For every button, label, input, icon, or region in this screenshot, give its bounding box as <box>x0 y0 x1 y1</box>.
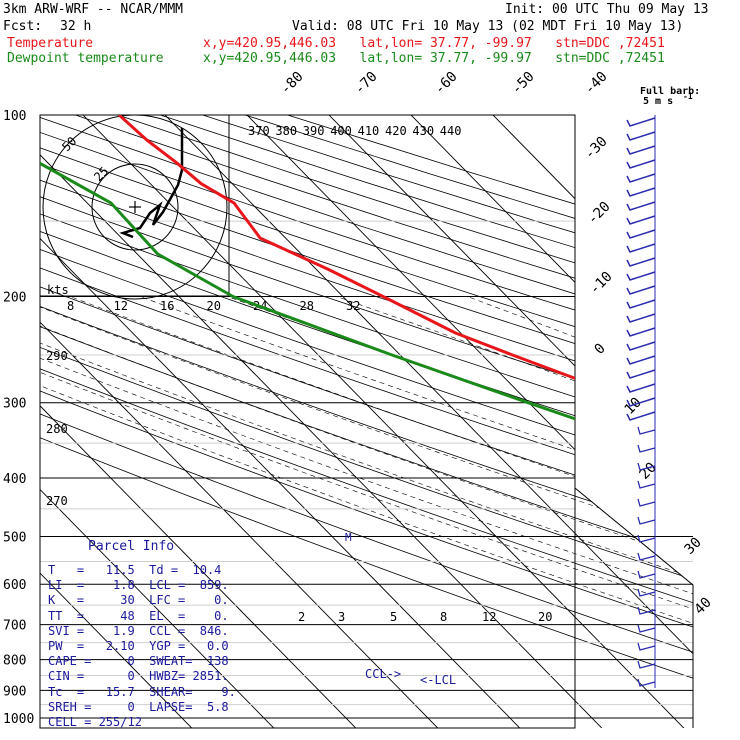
hodo-unit-label: kts <box>47 283 69 297</box>
parcel-info-title: Parcel Info <box>88 539 175 554</box>
parcel-info-row: TT = 48 EL = 0. <box>48 608 229 623</box>
parcel-info-row: CIN = 0 HWBZ= 2851. <box>48 669 229 684</box>
pressure-label-800: 800 <box>3 654 26 669</box>
theta-e-label-7: 440 <box>440 124 462 138</box>
pressure-label-400: 400 <box>3 472 26 487</box>
isotherm-label-12: -80 <box>278 69 307 98</box>
lcl-marker: <-LCL <box>420 673 456 687</box>
theta-label-1: 280 <box>46 422 68 436</box>
dewpoint-legend-label: Dewpoint temperature <box>7 51 164 66</box>
theta-label-0: 290 <box>46 349 68 363</box>
theta-e-label-1: 380 <box>275 124 297 138</box>
mixing-ratio-label-1: 3 <box>338 610 345 624</box>
barb-legend-superscript: -1 <box>683 92 693 101</box>
pressure-label-100: 100 <box>3 109 26 124</box>
isotherm-label-11: -70 <box>352 69 381 98</box>
pressure-label-600: 600 <box>3 578 26 593</box>
isotherm-label-10: -60 <box>432 69 461 98</box>
parcel-info-row: LI = 1.8 LCL = 859. <box>48 578 229 593</box>
dewpoint-profile <box>40 161 575 421</box>
theta-e-label-3: 400 <box>330 124 352 138</box>
temperature-profile <box>118 115 575 380</box>
forecast-hour: 32 h <box>60 19 92 34</box>
pressure-label-700: 700 <box>3 619 26 634</box>
barb-legend-line2: 5 m s <box>643 96 673 107</box>
isotherm-label-3: 10 <box>622 395 645 418</box>
temperature-location-info: x,y=420.95,446.03 lat,lon= 37.77, -99.97… <box>203 36 665 51</box>
parcel-info-row: CAPE = 0 SWEAT= 138 <box>48 654 229 669</box>
temperature-legend-label: Temperature <box>7 36 94 51</box>
mixing-ratio-label-0: 2 <box>298 610 305 624</box>
isotherm-label-5: -10 <box>587 269 616 298</box>
parcel-info-row: SVI = 1.9 CCL = 846. <box>48 623 229 638</box>
isotherm-label-2: 20 <box>637 460 660 483</box>
theta-e-label-6: 430 <box>412 124 434 138</box>
upper-scale-label-1: 12 <box>114 299 128 313</box>
init-time: Init: 00 UTC Thu 09 May 13 <box>505 2 709 17</box>
isotherm-label-7: -30 <box>582 134 611 163</box>
mixing-ratio-label-2: 5 <box>390 610 397 624</box>
pressure-label-200: 200 <box>3 291 26 306</box>
parcel-info-row: SREH = 0 LAPSE= 5.8 <box>48 699 229 714</box>
upper-scale-label-2: 16 <box>160 299 174 313</box>
forecast-label: Fcst: <box>3 19 43 34</box>
mixing-ratio-label-4: 12 <box>482 610 496 624</box>
parcel-info-row: T = 11.5 Td = 10.4 <box>48 563 222 577</box>
hodograph-trace <box>119 128 184 239</box>
m-marker: M <box>345 531 352 544</box>
isotherm-label-0: 40 <box>692 595 715 618</box>
barb-legend-line1: Full barb: <box>640 86 700 97</box>
mixing-ratio-label-5: 20 <box>538 610 552 624</box>
chart-header: 3km ARW-WRF -- NCAR/MMM Init: 00 UTC Thu… <box>0 0 740 70</box>
ccl-marker: CCL-> <box>365 667 401 681</box>
upper-scale-label-0: 8 <box>67 299 74 313</box>
isotherm-label-6: -20 <box>585 199 614 228</box>
parcel-info-row: K = 30 LFC = 0. <box>48 593 229 608</box>
dewpoint-location-info: x,y=420.95,446.03 lat,lon= 37.77, -99.97… <box>203 51 665 66</box>
isotherm-label-8: -40 <box>582 69 611 98</box>
valid-time: Valid: 08 UTC Fri 10 May 13 (02 MDT Fri … <box>292 19 684 34</box>
mixing-ratio-label-3: 8 <box>440 610 447 624</box>
parcel-info-row: Tc = 15.7 SHEAR= 9. <box>48 684 236 699</box>
parcel-info-panel: Parcel Info T = 11.5 Td = 10.4 LI = 1.8 L… <box>40 537 236 729</box>
parcel-info-row: PW = 2.10 YGP = 0.0 <box>48 639 229 653</box>
theta-e-label-5: 420 <box>385 124 407 138</box>
isotherm-label-9: -50 <box>509 69 538 98</box>
pressure-label-1000: 1000 <box>3 712 34 727</box>
parcel-info-row: CELL = 255/12 <box>48 715 142 729</box>
pressure-label-900: 900 <box>3 684 26 699</box>
model-title: 3km ARW-WRF -- NCAR/MMM <box>3 2 184 17</box>
isotherm-label-1: 30 <box>682 535 705 558</box>
pressure-label-300: 300 <box>3 397 26 412</box>
upper-scale-label-5: 28 <box>300 299 314 313</box>
upper-scale-label-3: 20 <box>207 299 221 313</box>
isotherm-label-4: 0 <box>592 341 609 358</box>
theta-e-label-4: 410 <box>358 124 380 138</box>
theta-e-label-2: 390 <box>303 124 325 138</box>
upper-scale-label-6: 32 <box>346 299 360 313</box>
theta-label-2: 270 <box>46 494 68 508</box>
pressure-label-500: 500 <box>3 530 26 545</box>
theta-e-label-0: 370 <box>248 124 270 138</box>
